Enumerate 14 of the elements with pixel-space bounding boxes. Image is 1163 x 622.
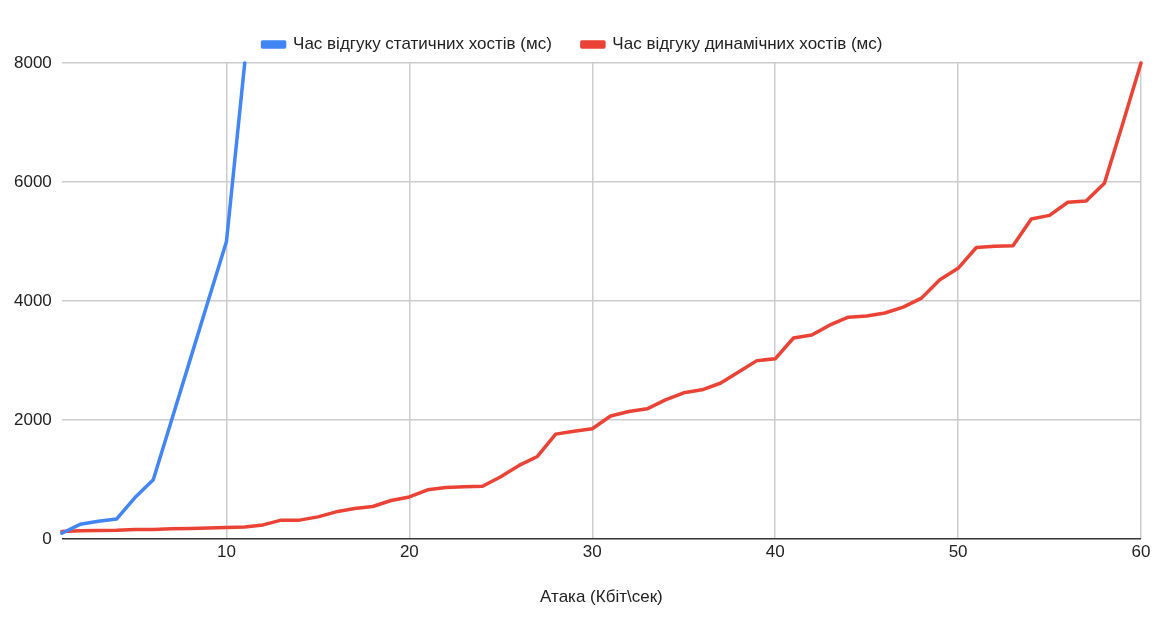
- x-tick-label: 60: [1131, 542, 1151, 562]
- x-axis-title: Атака (Кбіт\сек): [540, 587, 663, 607]
- y-tick-label: 0: [42, 528, 52, 548]
- legend-label: Час відгуку динамічних хостів (мс): [612, 34, 883, 54]
- y-tick-label: 6000: [13, 171, 52, 191]
- y-tick-label: 8000: [13, 52, 52, 72]
- x-tick-label: 40: [765, 542, 785, 562]
- y-tick-label: 2000: [13, 409, 52, 429]
- x-tick-label: 10: [216, 542, 236, 562]
- x-tick-label: 50: [948, 542, 968, 562]
- y-tick-label: 4000: [13, 290, 52, 310]
- x-tick-label: 20: [399, 542, 419, 562]
- legend-label: Час відгуку статичних хостів (мс): [293, 34, 552, 54]
- x-tick-label: 30: [582, 542, 602, 562]
